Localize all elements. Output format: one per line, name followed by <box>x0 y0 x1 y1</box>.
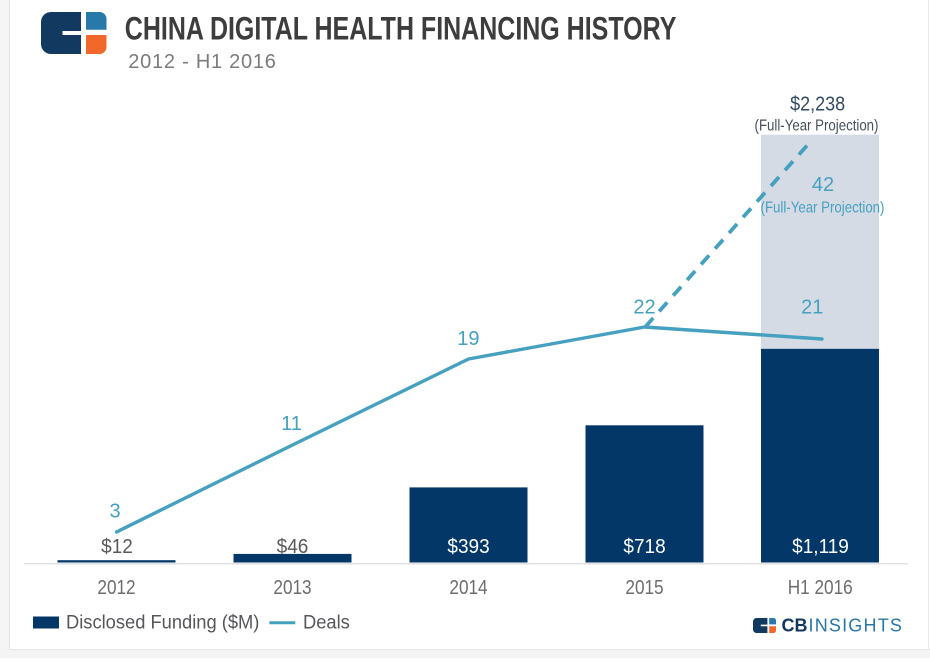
svg-text:2013: 2013 <box>273 576 311 599</box>
svg-text:Disclosed Funding ($M): Disclosed Funding ($M) <box>66 612 259 634</box>
svg-text:3: 3 <box>109 500 120 522</box>
svg-text:$46: $46 <box>277 536 309 559</box>
svg-text:H1 2016: H1 2016 <box>788 576 853 599</box>
svg-text:CHINA DIGITAL HEALTH FINANCING: CHINA DIGITAL HEALTH FINANCING HISTORY <box>125 11 677 47</box>
svg-text:2015: 2015 <box>625 576 663 599</box>
svg-text:(Full-Year Projection): (Full-Year Projection) <box>761 200 885 217</box>
svg-text:(Full-Year Projection): (Full-Year Projection) <box>755 118 879 135</box>
svg-text:$718: $718 <box>623 536 665 559</box>
svg-text:42: 42 <box>812 174 834 196</box>
svg-text:$12: $12 <box>101 536 133 559</box>
svg-text:2012 - H1 2016: 2012 - H1 2016 <box>128 51 276 73</box>
svg-text:INSIGHTS: INSIGHTS <box>809 615 904 635</box>
svg-text:2012: 2012 <box>97 576 135 599</box>
svg-text:19: 19 <box>457 328 479 350</box>
svg-text:21: 21 <box>801 297 823 319</box>
svg-text:22: 22 <box>633 297 655 319</box>
svg-text:11: 11 <box>281 413 302 435</box>
svg-text:Deals: Deals <box>303 612 350 634</box>
svg-text:$393: $393 <box>447 536 489 559</box>
svg-text:$1,119: $1,119 <box>792 536 849 559</box>
svg-text:$2,238: $2,238 <box>790 94 845 116</box>
svg-text:CB: CB <box>782 615 808 635</box>
svg-text:2014: 2014 <box>449 576 487 599</box>
